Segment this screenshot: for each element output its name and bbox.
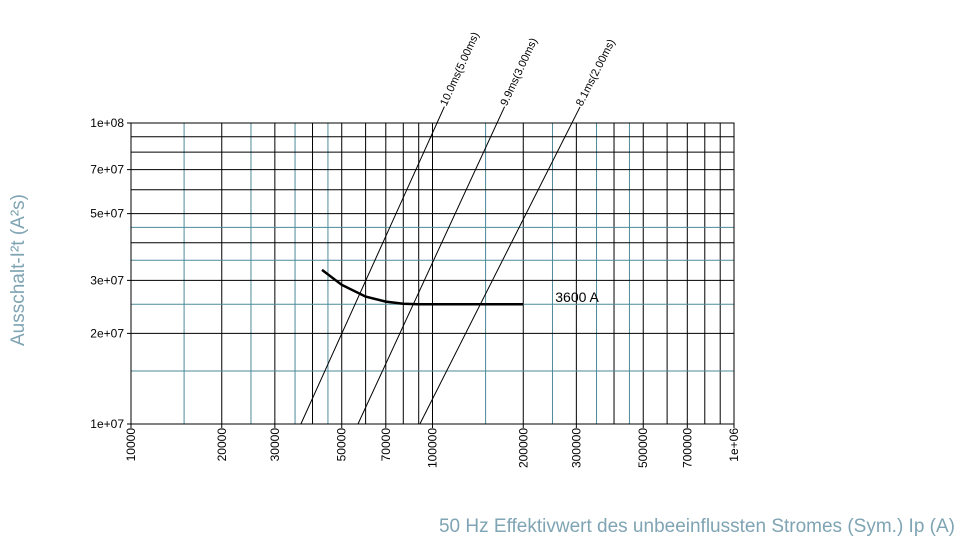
y-tick-label: 3e+07 (90, 273, 124, 287)
x-tick-label: 10000 (124, 428, 138, 462)
x-tick-label: 300000 (569, 428, 583, 468)
reference-line (357, 106, 506, 425)
x-axis-label: 50 Hz Effektivwert des unbeeinflussten S… (439, 516, 955, 537)
y-tick-label: 1e+08 (90, 116, 124, 130)
y-tick-label: 5e+07 (90, 207, 124, 221)
y-tick-label: 1e+07 (90, 417, 124, 431)
x-tick-label: 50000 (335, 428, 349, 462)
y-tick-label: 7e+07 (90, 163, 124, 177)
reference-line-label: 8.1ms(2.00ms) (574, 37, 618, 108)
x-tick-label: 700000 (680, 428, 694, 468)
x-tick-label: 1e+06 (727, 428, 741, 462)
x-tick-label: 200000 (516, 428, 530, 468)
y-axis-label: Ausschalt-I²t (A²s) (8, 194, 29, 346)
y-tick-label: 2e+07 (90, 326, 124, 340)
x-tick-label: 70000 (379, 428, 393, 462)
reference-line (300, 106, 445, 425)
x-tick-label: 500000 (636, 428, 650, 468)
x-tick-label: 20000 (215, 428, 229, 462)
series-label: 3600 A (555, 289, 599, 305)
x-tick-label: 100000 (426, 428, 440, 468)
reference-line-label: 10.0ms(5.00ms) (438, 30, 482, 107)
series-line (321, 268, 524, 306)
x-tick-label: 30000 (268, 428, 282, 462)
reference-line (419, 106, 581, 425)
reference-line-label: 9.9ms(3.00ms) (498, 36, 540, 108)
